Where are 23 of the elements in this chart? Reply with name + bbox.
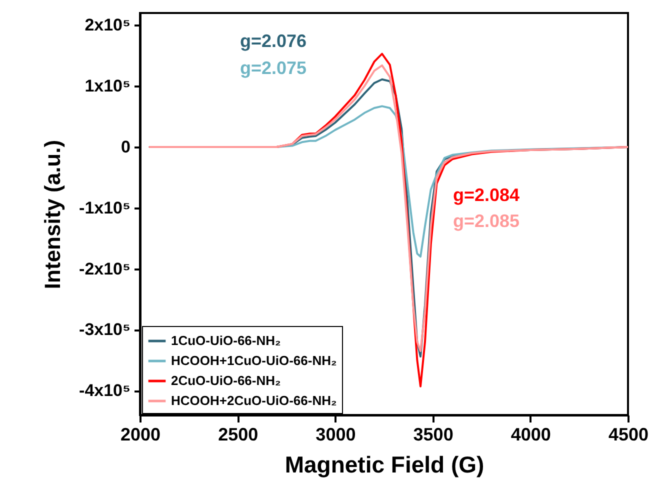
annotation: g=2.085 — [453, 211, 520, 231]
annotation: g=2.076 — [240, 31, 307, 51]
y-tick-label: 1x10⁵ — [84, 76, 130, 96]
x-tick-label: 4500 — [608, 424, 649, 444]
annotation: g=2.075 — [240, 58, 307, 78]
x-axis-title: Magnetic Field (G) — [284, 452, 484, 478]
x-tick-label: 3500 — [413, 424, 454, 444]
y-tick-label: -4x10⁵ — [79, 381, 130, 400]
x-tick-label: 3000 — [316, 424, 356, 444]
legend-label: HCOOH+1CuO-UiO-66-NH₂ — [171, 353, 337, 368]
legend-label: HCOOH+2CuO-UiO-66-NH₂ — [171, 393, 337, 408]
y-tick-label: 2x10⁵ — [84, 16, 130, 35]
legend-label: 2CuO-UiO-66-NH₂ — [171, 373, 282, 388]
y-tick-label: -2x10⁵ — [79, 259, 130, 278]
y-tick-label: -3x10⁵ — [79, 320, 130, 340]
x-tick-label: 2500 — [218, 424, 258, 444]
y-axis-title: Intensity (a.u.) — [40, 140, 66, 290]
x-tick-label: 2000 — [120, 424, 161, 444]
y-tick-label: 0 — [121, 138, 130, 156]
legend-label: 1CuO-UiO-66-NH₂ — [171, 333, 282, 348]
y-tick-label: -1x10⁵ — [79, 198, 130, 218]
x-tick-label: 4000 — [510, 424, 551, 444]
annotation: g=2.084 — [453, 185, 520, 205]
